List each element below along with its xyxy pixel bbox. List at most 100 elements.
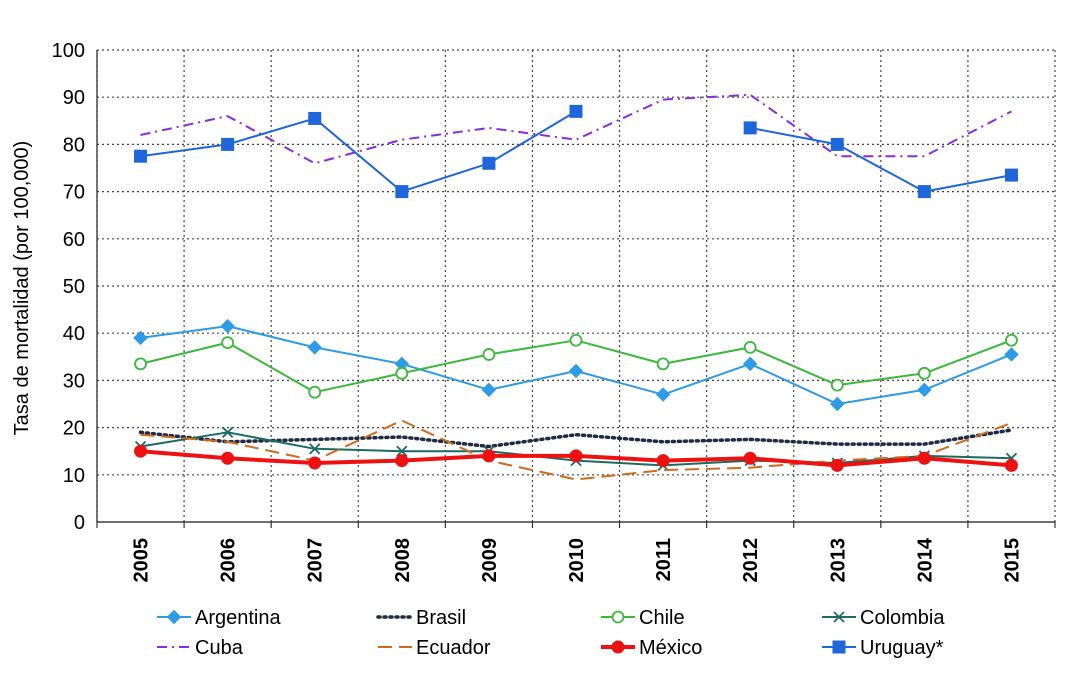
data-point [395, 366, 409, 380]
legend-item-argentina: Argentina [157, 607, 281, 629]
data-point [917, 185, 931, 199]
series-line [750, 126, 1012, 193]
legend-item-chile: Chile [601, 607, 685, 629]
data-point [830, 137, 844, 151]
series-line [140, 93, 1012, 165]
data-point [308, 385, 322, 399]
series-brasil [138, 428, 1014, 449]
data-point [309, 443, 321, 455]
marker-stroke [396, 445, 408, 457]
series-line [140, 110, 577, 193]
data-point [743, 121, 757, 135]
data-point [396, 445, 408, 457]
data-point [917, 451, 931, 465]
x-tick-label: 2011 [653, 538, 675, 581]
legend-item-colombia: Colombia [822, 607, 945, 629]
x-tick-label: 2012 [740, 538, 762, 583]
y-tick-label: 30 [63, 370, 85, 392]
data-point [1004, 458, 1018, 472]
data-point [221, 451, 235, 465]
data-point [395, 185, 409, 199]
y-tick-label: 40 [63, 323, 85, 345]
data-point [482, 449, 496, 463]
data-point [1005, 333, 1018, 347]
data-point [568, 363, 584, 379]
x-tick-label: 2009 [479, 538, 501, 583]
series-mexico [134, 444, 1018, 472]
legend-item-uruguay: Uruguay* [822, 637, 944, 659]
data-point [569, 333, 583, 347]
legend-label: Brasil [416, 607, 466, 629]
legend-label: Argentina [195, 607, 281, 629]
data-point [742, 356, 758, 372]
y-tick-label: 60 [63, 229, 85, 251]
data-point [656, 454, 670, 468]
y-tick-label: 20 [63, 418, 85, 440]
data-point [917, 366, 931, 380]
y-tick-label: 80 [63, 134, 85, 156]
y-tick-label: 70 [63, 182, 85, 204]
x-tick-label: 2005 [131, 538, 153, 583]
marker-stroke [833, 611, 845, 623]
series [133, 93, 1019, 481]
y-axis-label: Tasa de mortalidad (por 100,000) [11, 141, 33, 436]
x-tick-label: 2006 [218, 538, 240, 583]
data-point [569, 104, 583, 118]
x-tick-label: 2010 [566, 538, 588, 583]
y-tick-label: 0 [74, 512, 85, 534]
x-tick-label: 2013 [827, 538, 849, 583]
legend-marker [832, 640, 846, 654]
legend: Argentina Brasil Chile Colombia Cuba Ecuador M… [157, 607, 945, 659]
data-point [221, 137, 235, 151]
y-tick-label: 90 [63, 87, 85, 109]
legend-marker [611, 610, 625, 624]
series-uruguay [134, 104, 1018, 199]
x-tick-label: 2007 [305, 538, 327, 583]
legend-marker [166, 609, 182, 625]
data-point [221, 426, 234, 438]
y-tick-label: 10 [63, 465, 85, 487]
series-argentina [133, 318, 1019, 412]
data-point [221, 336, 235, 350]
legend-label: Colombia [860, 607, 945, 629]
y-tick-label: 100 [52, 40, 85, 62]
data-point [1004, 168, 1018, 182]
data-point [830, 378, 844, 392]
series-cuba [140, 93, 1012, 165]
marker-stroke [309, 443, 321, 455]
data-point [482, 156, 496, 170]
series-ecuador [140, 419, 1012, 481]
data-point [656, 357, 670, 371]
data-point [134, 444, 148, 458]
x-tick-label: 2014 [914, 537, 936, 582]
data-point [655, 387, 671, 402]
data-point [308, 111, 322, 125]
data-point [830, 396, 845, 412]
data-point [134, 357, 147, 371]
legend-item-ecuador: Ecuador [378, 637, 491, 659]
data-point [307, 340, 322, 355]
series-line [138, 428, 1014, 449]
legend-marker [833, 611, 845, 623]
data-point [220, 318, 235, 334]
legend-label: Uruguay* [860, 637, 944, 659]
grid [96, 49, 1056, 528]
legend-label: Chile [639, 607, 685, 629]
data-point [133, 330, 148, 346]
data-point [308, 456, 322, 470]
legend-label: Ecuador [416, 637, 491, 659]
data-point [743, 340, 757, 354]
series-chile [134, 333, 1018, 399]
data-point [482, 348, 496, 361]
legend-label: México [639, 637, 702, 659]
data-point [569, 449, 583, 463]
data-point [134, 149, 148, 163]
x-axis-ticks: 2005 2006 2007 2008 2009 2010 2011 2012 2013 2014… [131, 537, 1024, 582]
marker-stroke [221, 426, 234, 438]
legend-item-brasil: Brasil [376, 607, 466, 629]
legend-item-mexico: México [601, 637, 702, 659]
data-point [917, 382, 932, 398]
y-tick-label: 50 [63, 276, 85, 298]
data-point [830, 458, 844, 472]
